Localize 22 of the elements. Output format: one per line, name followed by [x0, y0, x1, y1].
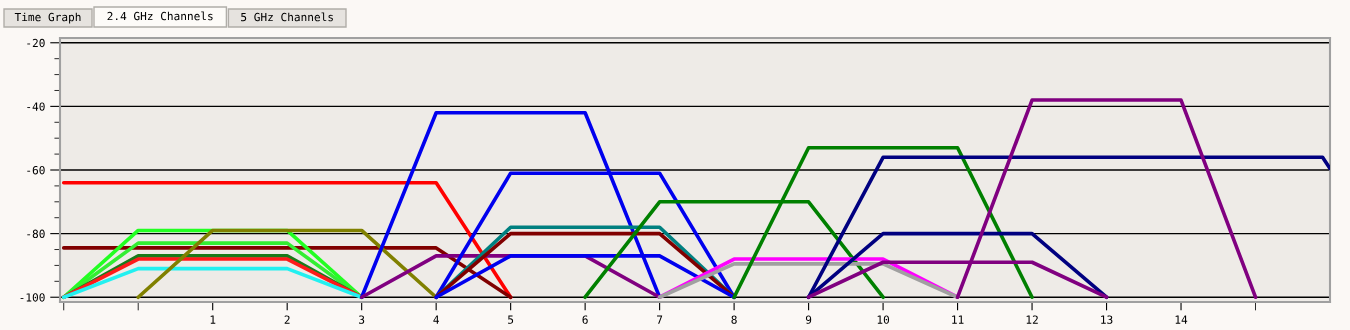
x-tick-label: 6: [582, 315, 588, 324]
text: 5 GHz Channels: [241, 12, 333, 22]
x-tick-label: 5: [508, 315, 514, 324]
x-tick-label: 13: [1101, 315, 1113, 324]
y-tick-label: -100: [20, 293, 45, 302]
x-tick-label: 1: [210, 315, 216, 324]
x-tick-label: 10: [877, 315, 890, 324]
y-tick-label: -60: [27, 166, 45, 175]
x-tick-label: 7: [657, 315, 663, 324]
x-tick-label: 11: [952, 315, 964, 324]
x-tick-label: 8: [731, 315, 737, 324]
x-tick-label: 14: [1175, 315, 1188, 324]
text: Time Graph: [14, 12, 81, 24]
y-tick-label: -40: [27, 102, 45, 111]
x-tick-label: 3: [359, 315, 365, 324]
x-tick-label: 12: [1026, 315, 1038, 324]
x-tick-label: 4: [433, 315, 439, 324]
x-tick-label: 2: [284, 315, 290, 324]
x-tick-label: 9: [805, 315, 812, 324]
y-tick-label: -80: [27, 229, 45, 239]
text: 2.4 GHz Channels: [107, 11, 213, 21]
y-tick-label: -20: [27, 38, 45, 48]
